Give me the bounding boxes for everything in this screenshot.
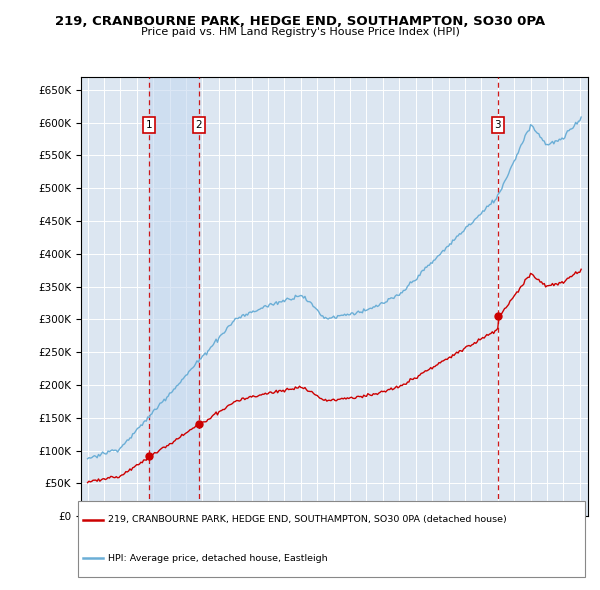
Text: 2: 2 [196,120,202,130]
Text: 219, CRANBOURNE PARK, HEDGE END, SOUTHAMPTON, SO30 0PA: 219, CRANBOURNE PARK, HEDGE END, SOUTHAM… [55,15,545,28]
Bar [149,77,199,516]
Text: 219, CRANBOURNE PARK, HEDGE END, SOUTHAMPTON, SO30 0PA (detached house): 219, CRANBOURNE PARK, HEDGE END, SOUTHAM… [109,515,507,524]
Text: HPI: Average price, detached house, Eastleigh: HPI: Average price, detached house, East… [109,554,328,563]
Text: 3: 3 [494,120,501,130]
Text: 1: 1 [146,120,152,130]
Text: Price paid vs. HM Land Registry's House Price Index (HPI): Price paid vs. HM Land Registry's House … [140,27,460,37]
